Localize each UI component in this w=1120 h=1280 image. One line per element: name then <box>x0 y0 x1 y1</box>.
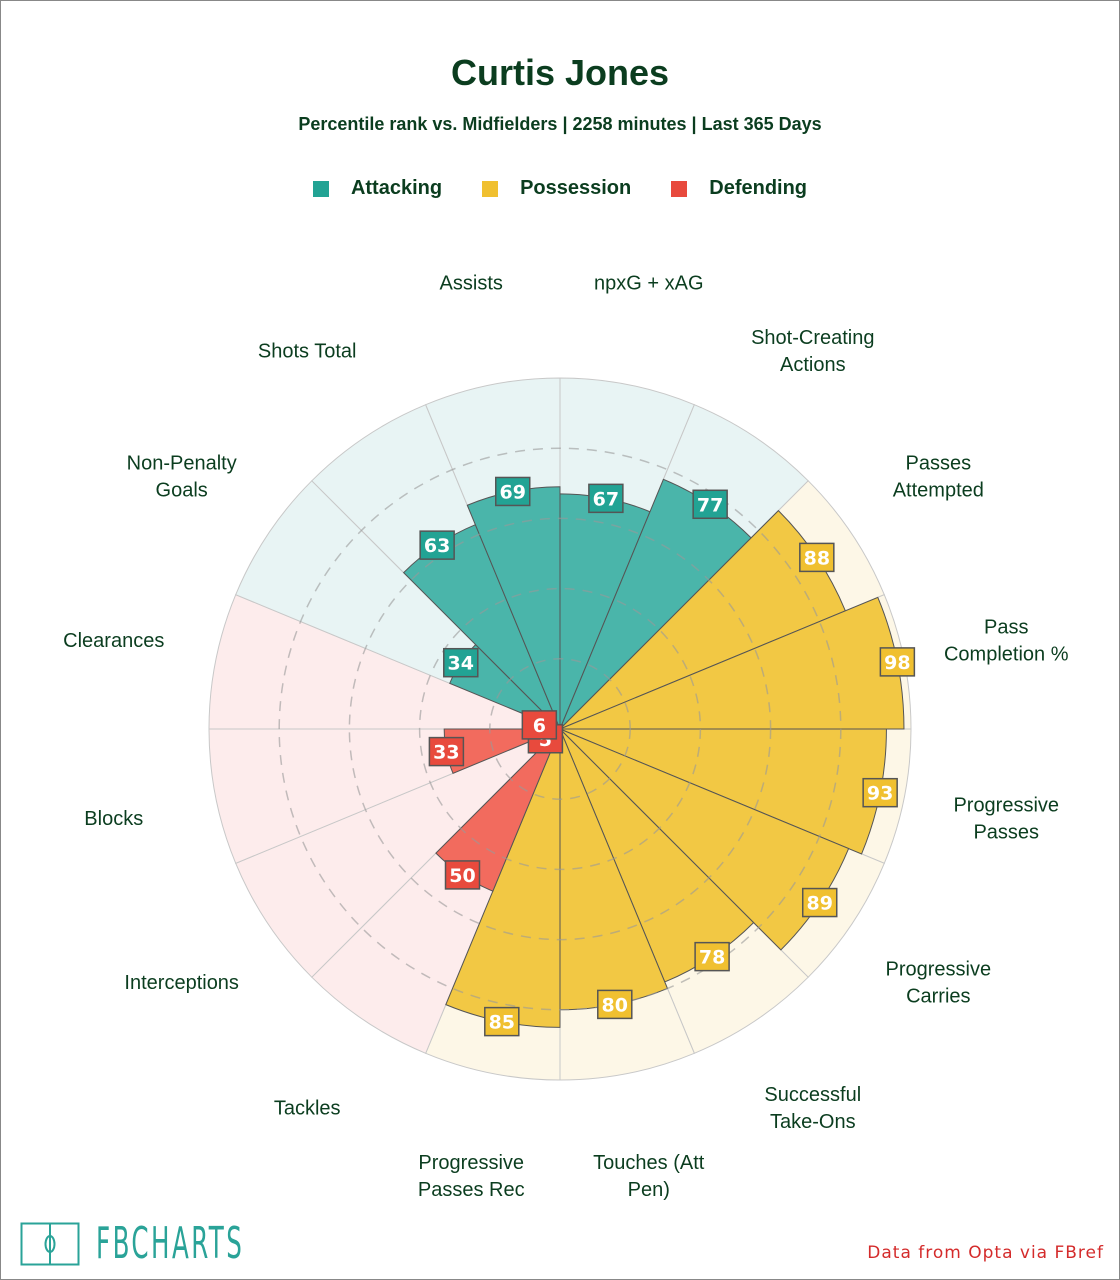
legend-item-attacking: Attacking <box>312 177 443 200</box>
value-box <box>879 647 916 677</box>
value-label: 67 <box>593 488 619 510</box>
value-box <box>799 542 835 573</box>
legend-swatch <box>482 180 499 197</box>
slice-label: Completion % <box>944 644 1069 666</box>
slice-label: Carries <box>906 985 970 1007</box>
slice-label: Blocks <box>84 808 143 830</box>
slice-label: Pass <box>984 617 1028 639</box>
legend-label: Defending <box>709 177 808 199</box>
value-box <box>495 476 531 507</box>
slice-background <box>208 594 561 730</box>
value-box <box>419 530 455 560</box>
value-box <box>694 941 730 972</box>
legend-label: Possession <box>520 177 632 199</box>
slice-label: Passes Rec <box>418 1179 525 1201</box>
legend-item-defending: Defending <box>671 177 807 200</box>
value-label: 98 <box>884 652 910 674</box>
slice-label: Actions <box>780 354 846 376</box>
value-box <box>443 647 479 678</box>
value-label: 89 <box>807 893 833 915</box>
value-label: 50 <box>449 865 475 887</box>
slice-label: npxG + xAG <box>594 273 704 295</box>
legend-item-possession: Possession <box>482 177 631 200</box>
slice-label: Progressive <box>886 958 992 980</box>
legend-label: Attacking <box>350 177 443 199</box>
legend-swatch <box>312 180 329 197</box>
chart-subtitle: Percentile rank vs. Midfielders | 2258 m… <box>298 114 822 134</box>
gridline-circle <box>348 517 772 941</box>
logo-text: FBCHARTS <box>96 1218 245 1269</box>
value-label: 78 <box>699 947 725 969</box>
gridline-circle <box>489 658 631 800</box>
slice-label: Attempted <box>893 480 984 502</box>
value-label: 80 <box>602 994 628 1016</box>
data-credit: Data from Opta via FBref <box>867 1243 1104 1263</box>
value-box <box>428 736 465 767</box>
slice-label: Successful <box>764 1084 861 1106</box>
slice-label: Progressive <box>953 794 1059 816</box>
fbcharts-logo: FBCHARTS <box>20 1218 335 1269</box>
chart-title: Curtis Jones <box>450 52 670 93</box>
slice-label: Tackles <box>274 1097 341 1119</box>
value-label: 63 <box>424 535 450 557</box>
value-label: 6 <box>533 715 546 737</box>
value-box <box>597 989 633 1020</box>
gridline-circle <box>278 447 842 1011</box>
slice-label: Progressive <box>418 1152 524 1174</box>
value-box <box>801 887 838 918</box>
slice-label: Passes <box>973 821 1039 843</box>
slice-label: Shots Total <box>258 341 357 363</box>
slice-label: Shot-Creating <box>751 327 874 349</box>
value-label: 34 <box>448 653 474 675</box>
value-box <box>588 483 624 514</box>
value-box <box>444 860 481 890</box>
slice-background <box>235 728 561 978</box>
legend: Attacking Possession Defending <box>0 177 1120 200</box>
value-label: 33 <box>433 742 459 764</box>
pitch-icon <box>20 1222 80 1265</box>
slice-label: Clearances <box>63 630 164 652</box>
slice-label: Pen) <box>628 1179 670 1201</box>
value-label: 77 <box>697 494 723 516</box>
gridline-circle <box>418 587 702 871</box>
slice-label: Passes <box>906 453 972 475</box>
value-label: 69 <box>500 481 526 503</box>
value-label: 93 <box>867 783 893 805</box>
slice-label: Non-Penalty <box>127 453 237 475</box>
value-box <box>862 777 898 808</box>
slice-label: Take-Ons <box>770 1111 856 1133</box>
slice-label: Goals <box>156 480 208 502</box>
value-label: 85 <box>489 1012 515 1034</box>
slice-label: Assists <box>440 273 503 295</box>
value-label: 88 <box>804 547 830 569</box>
legend-swatch <box>671 180 688 197</box>
value-box <box>521 710 558 740</box>
slice-label: Touches (Att <box>593 1152 705 1174</box>
value-box <box>692 489 728 520</box>
value-box <box>484 1006 520 1037</box>
slice-label: Interceptions <box>124 972 239 994</box>
